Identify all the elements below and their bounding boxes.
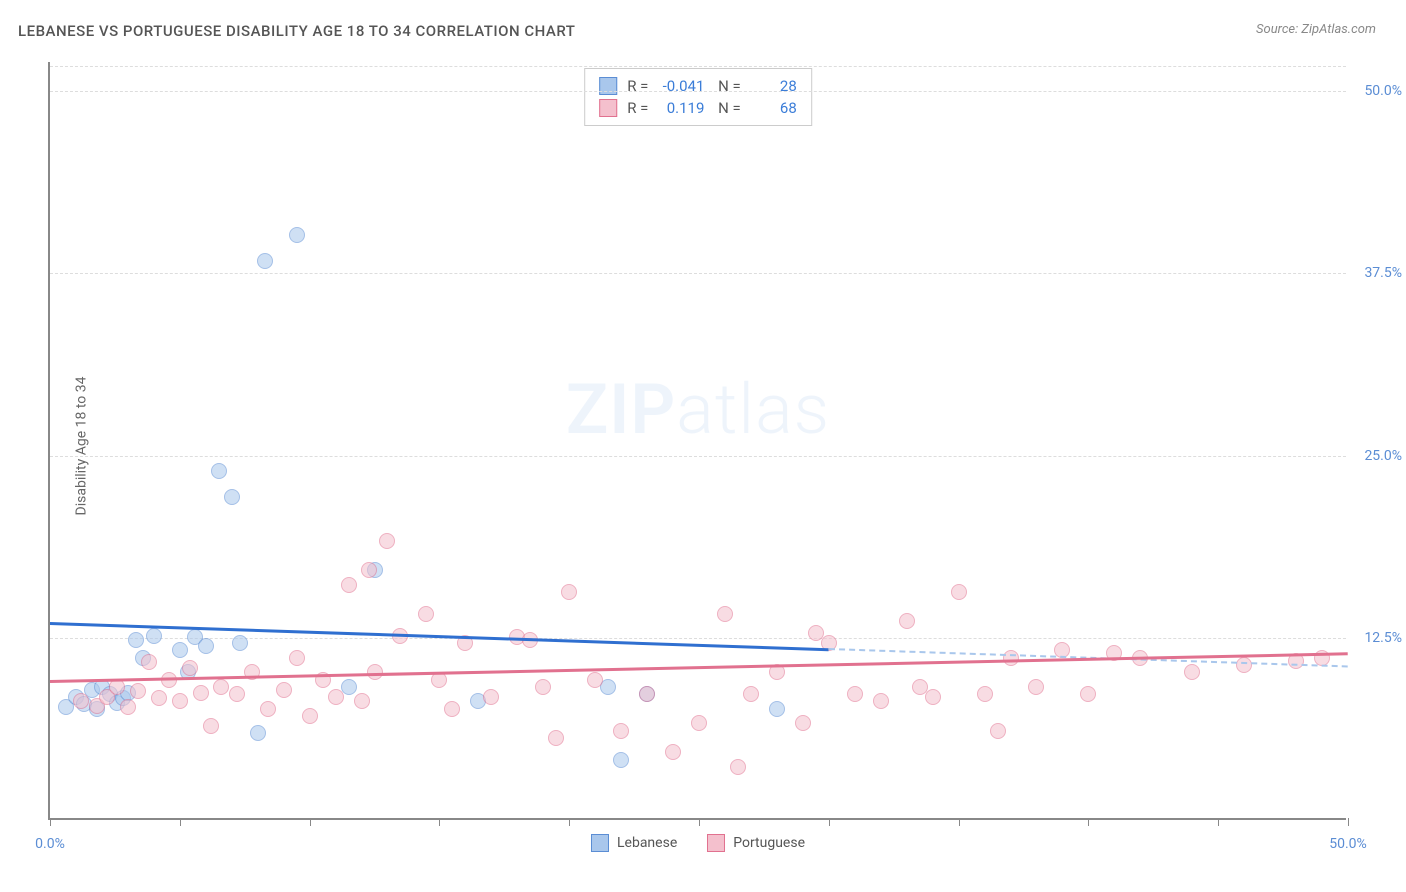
y-tick-label: 25.0% [1364,448,1402,464]
data-point [587,672,603,688]
gridline [50,273,1346,274]
trend-line [50,622,829,651]
data-point [128,632,144,648]
data-point [730,759,746,775]
swatch-lebanese [591,834,609,852]
chart-title: LEBANESE VS PORTUGUESE DISABILITY AGE 18… [18,22,575,40]
gridline [50,91,1346,92]
x-tick [50,818,51,826]
data-point [341,577,357,593]
data-point [109,679,125,695]
data-point [276,682,292,698]
x-tick [699,818,700,826]
data-point [193,685,209,701]
data-point [361,562,377,578]
x-tick [1218,818,1219,826]
data-point [211,463,227,479]
x-tick [439,818,440,826]
data-point [250,725,266,741]
data-point [847,686,863,702]
data-point [203,718,219,734]
data-point [951,584,967,600]
data-point [172,642,188,658]
x-tick-label: 50.0% [1329,836,1367,852]
data-point [535,679,551,695]
data-point [146,628,162,644]
data-point [224,489,240,505]
data-point [257,253,273,269]
data-point [289,650,305,666]
stats-legend-box: R = -0.041 N = 28 R = 0.119 N = 68 [584,68,812,126]
data-point [229,686,245,702]
data-point [198,638,214,654]
data-point [795,715,811,731]
data-point [1184,664,1200,680]
x-tick [180,818,181,826]
legend-item-lebanese: Lebanese [591,834,677,852]
data-point [213,679,229,695]
data-point [120,699,136,715]
legend-item-portuguese: Portuguese [707,834,805,852]
x-tick [959,818,960,826]
data-point [418,606,434,622]
data-point [639,686,655,702]
data-point [873,693,889,709]
data-point [990,723,1006,739]
gridline [50,456,1346,457]
data-point [548,730,564,746]
data-point [289,227,305,243]
legend-bottom: Lebanese Portuguese [591,834,805,852]
data-point [691,715,707,731]
data-point [925,689,941,705]
data-point [1003,650,1019,666]
source-attribution: Source: ZipAtlas.com [1256,22,1376,37]
data-point [73,693,89,709]
data-point [172,693,188,709]
stats-row-lebanese: R = -0.041 N = 28 [599,75,797,97]
data-point [354,693,370,709]
swatch-portuguese [599,99,617,117]
swatch-lebanese [599,77,617,95]
data-point [1080,686,1096,702]
data-point [328,689,344,705]
data-point [899,613,915,629]
plot-area: ZIPatlas R = -0.041 N = 28 R = 0.119 N =… [48,62,1346,820]
data-point [130,683,146,699]
data-point [743,686,759,702]
x-tick [310,818,311,826]
data-point [1028,679,1044,695]
x-tick-label: 0.0% [35,836,65,852]
x-tick [1348,818,1349,826]
data-point [613,723,629,739]
x-tick [569,818,570,826]
data-point [717,606,733,622]
data-point [1236,657,1252,673]
data-point [260,701,276,717]
y-tick-label: 12.5% [1364,630,1402,646]
data-point [151,690,167,706]
data-point [182,660,198,676]
watermark: ZIPatlas [566,369,830,451]
data-point [977,686,993,702]
data-point [341,679,357,695]
y-tick-label: 50.0% [1364,83,1402,99]
x-tick [1088,818,1089,826]
data-point [232,635,248,651]
data-point [483,689,499,705]
data-point [302,708,318,724]
swatch-portuguese [707,834,725,852]
data-point [769,701,785,717]
gridline [50,66,1346,67]
chart-container: LEBANESE VS PORTUGUESE DISABILITY AGE 18… [0,0,1406,892]
stats-row-portuguese: R = 0.119 N = 68 [599,97,797,119]
data-point [141,654,157,670]
data-point [379,533,395,549]
data-point [665,744,681,760]
data-point [613,752,629,768]
x-tick [829,818,830,826]
data-point [561,584,577,600]
y-tick-label: 37.5% [1364,265,1402,281]
data-point [444,701,460,717]
